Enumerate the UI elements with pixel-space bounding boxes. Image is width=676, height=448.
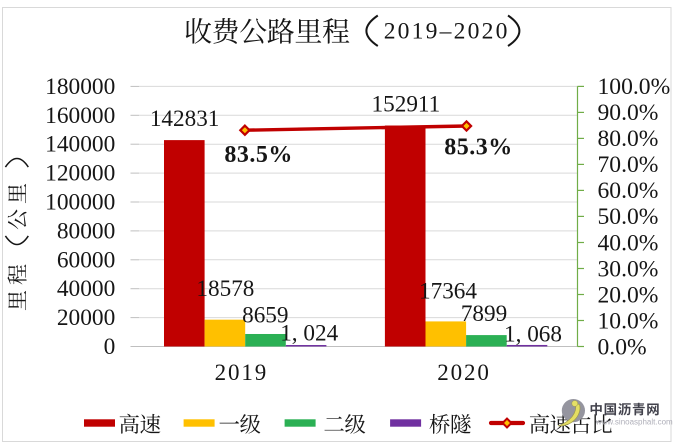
svg-text:1, 068: 1, 068: [504, 321, 562, 347]
svg-text:17364: 17364: [419, 279, 477, 305]
svg-text:60000: 60000: [57, 247, 115, 273]
svg-text:90.0%: 90.0%: [598, 100, 659, 126]
svg-text:2019: 2019: [215, 360, 269, 385]
svg-text:50.0%: 50.0%: [598, 204, 659, 230]
svg-text:80000: 80000: [57, 218, 115, 244]
svg-text:40.0%: 40.0%: [598, 230, 659, 256]
svg-text:40000: 40000: [57, 276, 115, 302]
svg-text:0.0%: 0.0%: [598, 334, 647, 360]
svg-text:100000: 100000: [45, 190, 115, 216]
svg-text:30.0%: 30.0%: [598, 256, 659, 282]
svg-text:20.0%: 20.0%: [598, 282, 659, 308]
svg-text:0: 0: [104, 334, 116, 360]
svg-text:www.sinoasphalt.com: www.sinoasphalt.com: [595, 418, 673, 427]
svg-text:100.0%: 100.0%: [598, 74, 671, 100]
svg-text:83.5%: 83.5%: [224, 142, 293, 168]
svg-text:80.0%: 80.0%: [598, 126, 659, 152]
svg-text:20000: 20000: [57, 305, 115, 331]
svg-text:85.3%: 85.3%: [444, 134, 513, 160]
svg-text:140000: 140000: [45, 132, 115, 158]
svg-text:120000: 120000: [45, 161, 115, 187]
svg-text:60.0%: 60.0%: [598, 178, 659, 204]
svg-text:152911: 152911: [372, 91, 441, 117]
svg-text:10.0%: 10.0%: [598, 308, 659, 334]
svg-text:70.0%: 70.0%: [598, 152, 659, 178]
svg-text:18578: 18578: [196, 276, 254, 302]
svg-text:7899: 7899: [461, 301, 507, 327]
svg-text:2020: 2020: [437, 360, 491, 385]
svg-text:142831: 142831: [150, 106, 220, 132]
svg-text:180000: 180000: [45, 74, 115, 100]
svg-text:1, 024: 1, 024: [280, 320, 338, 346]
svg-text:2019–2020: 2019–2020: [384, 18, 510, 44]
svg-text:160000: 160000: [45, 103, 115, 129]
svg-text:8659: 8659: [242, 302, 288, 328]
